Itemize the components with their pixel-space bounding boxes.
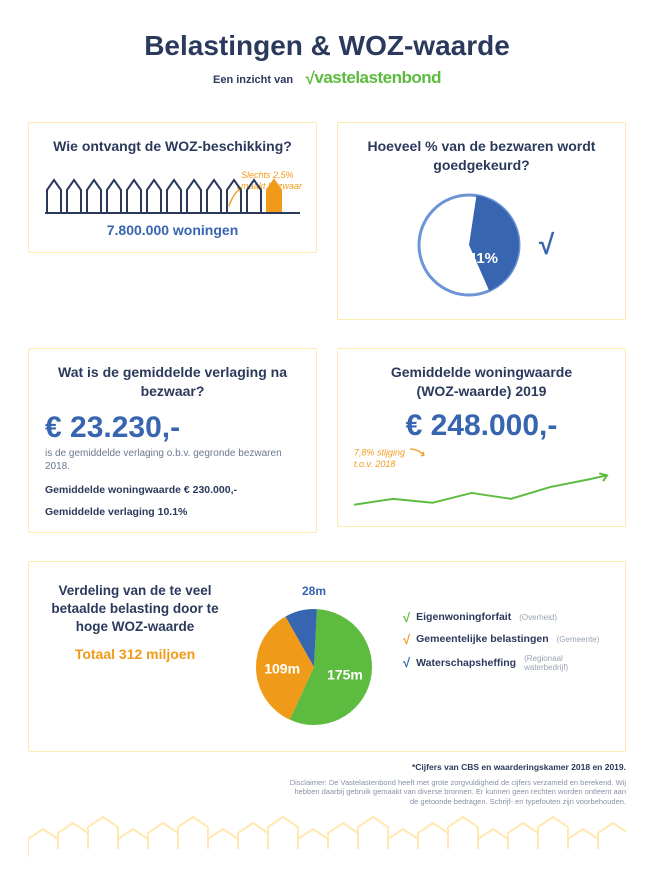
house-icon bbox=[85, 178, 103, 212]
house-icon bbox=[205, 178, 223, 212]
svg-text:109m: 109m bbox=[264, 660, 300, 676]
card5-title: Verdeling van de te veel betaalde belast… bbox=[45, 582, 225, 637]
disclaimer: Disclaimer: De Vastelastenbond heeft met… bbox=[286, 778, 626, 807]
legend-sub: (Regionaal waterbedrijf) bbox=[524, 654, 609, 672]
page-title: Belastingen & WOZ-waarde bbox=[28, 30, 626, 62]
legend-sub: (Gemeente) bbox=[557, 635, 600, 644]
card-bezwaar-percent: Hoeveel % van de bezwaren wordt goedgeke… bbox=[337, 122, 626, 320]
legend-item: √ Waterschapsheffing (Regionaal waterbed… bbox=[403, 654, 609, 672]
pie2-top-label: 28m bbox=[302, 584, 326, 598]
brand-logo: √vastelastenbond bbox=[306, 68, 442, 87]
card3-line-b: Gemiddelde verlaging 10.1% bbox=[45, 506, 300, 518]
card3-line-a: Gemiddelde woningwaarde € 230.000,- bbox=[45, 484, 300, 496]
house-icon bbox=[105, 178, 123, 212]
legend-item: √ Gemeentelijke belastingen (Gemeente) bbox=[403, 632, 609, 647]
house-icon bbox=[125, 178, 143, 212]
svg-text:175m: 175m bbox=[327, 666, 363, 682]
card3-desc: is de gemiddelde verlaging o.b.v. gegron… bbox=[45, 447, 300, 474]
house-icon bbox=[45, 178, 63, 212]
check-icon: √ bbox=[403, 632, 410, 647]
legend-sub: (Overheid) bbox=[519, 613, 557, 622]
card5-total: Totaal 312 miljoen bbox=[45, 646, 225, 662]
pie-chart-verdeling: 175m 109m bbox=[239, 582, 389, 732]
house-icon bbox=[165, 178, 183, 212]
houses-row bbox=[45, 178, 300, 214]
card-woz-beschikking: Wie ontvangt de WOZ-beschikking? Slechts… bbox=[28, 122, 317, 253]
house-icon bbox=[65, 178, 83, 212]
house-icon-highlight bbox=[265, 178, 283, 212]
legend-label: Waterschapsheffing bbox=[416, 657, 516, 669]
card-gemiddelde-verlaging: Wat is de gemiddelde verlaging na bezwaa… bbox=[28, 348, 317, 533]
subtitle-row: Een inzicht van √vastelastenbond bbox=[28, 68, 626, 88]
brand-text: vastelastenbond bbox=[314, 68, 441, 87]
legend: √ Eigenwoningforfait (Overheid)√ Gemeent… bbox=[403, 610, 609, 679]
house-icon bbox=[245, 178, 263, 212]
card3-title: Wat is de gemiddelde verlaging na bezwaa… bbox=[45, 363, 300, 401]
card2-title: Hoeveel % van de bezwaren wordt goedgeke… bbox=[354, 137, 609, 175]
legend-label: Eigenwoningforfait bbox=[416, 611, 511, 623]
footer-houses-icon bbox=[28, 815, 626, 857]
check-icon: √ bbox=[403, 610, 410, 625]
card-woningwaarde: Gemiddelde woningwaarde (WOZ-waarde) 201… bbox=[337, 348, 626, 528]
card3-big-number: € 23.230,- bbox=[45, 411, 300, 445]
footnote: *Cijfers van CBS en waarderingskamer 201… bbox=[28, 762, 626, 772]
card4-note: 7,8% stijging t.o.v. 2018 bbox=[354, 447, 609, 470]
card1-caption: 7.800.000 woningen bbox=[45, 222, 300, 238]
house-icon bbox=[185, 178, 203, 212]
legend-item: √ Eigenwoningforfait (Overheid) bbox=[403, 610, 609, 625]
card4-title: Gemiddelde woningwaarde (WOZ-waarde) 201… bbox=[354, 363, 609, 401]
subtitle-prefix: Een inzicht van bbox=[213, 74, 293, 86]
svg-text:41%: 41% bbox=[468, 250, 498, 267]
card-verdeling: Verdeling van de te veel betaalde belast… bbox=[28, 561, 626, 752]
house-icon bbox=[225, 178, 243, 212]
card1-title: Wie ontvangt de WOZ-beschikking? bbox=[45, 137, 300, 156]
house-icon bbox=[145, 178, 163, 212]
check-icon: √ bbox=[539, 229, 554, 261]
check-icon: √ bbox=[403, 655, 410, 670]
legend-label: Gemeentelijke belastingen bbox=[416, 633, 548, 645]
trend-line-icon bbox=[354, 469, 609, 513]
card4-big-number: € 248.000,- bbox=[354, 409, 609, 443]
pie-chart-approval: 41% bbox=[409, 185, 529, 305]
